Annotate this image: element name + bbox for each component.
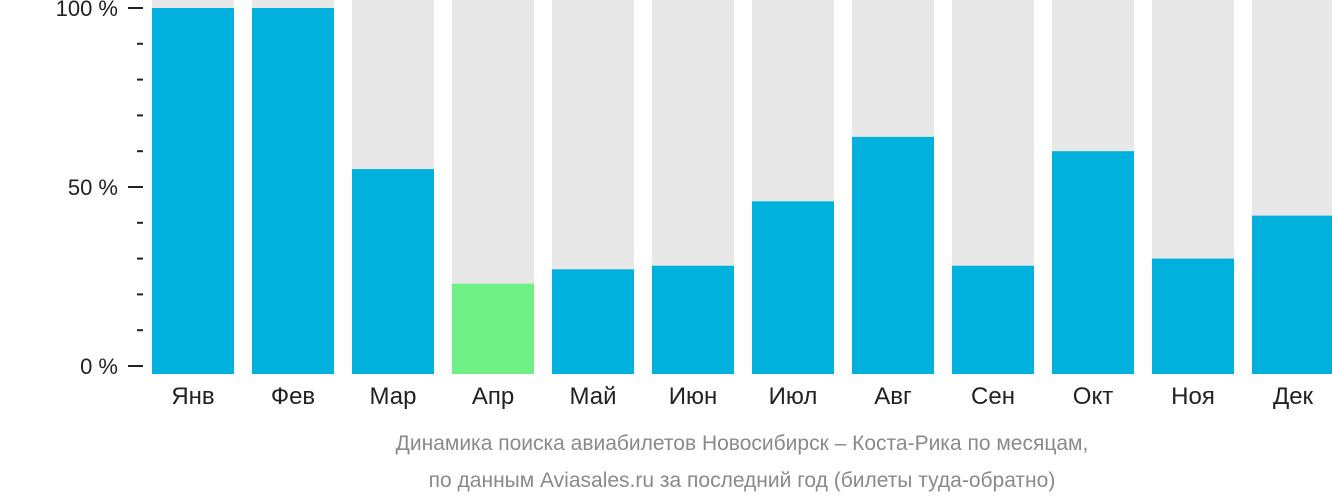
x-tick-label: Фев — [271, 383, 315, 410]
bar-3[interactable] — [352, 169, 434, 374]
x-tick-label: Янв — [171, 383, 214, 410]
x-tick-label: Ноя — [1171, 383, 1215, 410]
x-tick-label: Мар — [370, 383, 417, 410]
caption-line-2: по данным Aviasales.ru за последний год … — [429, 469, 1056, 492]
bar-12[interactable] — [1252, 215, 1332, 374]
y-tick-label: 100 % — [56, 0, 118, 21]
bar-10[interactable] — [1052, 151, 1134, 374]
bar-2[interactable] — [252, 8, 334, 374]
x-axis-labels: Янв Фев Мар Апр Май Июн Июл Авг Сен Окт Ноя Дек — [171, 383, 1313, 410]
bar-7[interactable] — [752, 201, 834, 374]
y-tick-label: 50 % — [68, 175, 118, 200]
bar-9[interactable] — [952, 265, 1034, 374]
x-tick-label: Июн — [669, 383, 718, 410]
x-tick-label: Окт — [1073, 383, 1113, 410]
caption-line-1: Динамика поиска авиабилетов Новосибирск … — [396, 432, 1089, 455]
bar-8[interactable] — [852, 136, 934, 374]
bar-6[interactable] — [652, 265, 734, 374]
x-tick-label: Авг — [874, 383, 912, 410]
chart-caption: Динамика поиска авиабилетов Новосибирск … — [396, 432, 1089, 492]
x-tick-label: Май — [569, 383, 616, 410]
bar-1[interactable] — [152, 8, 234, 374]
x-tick-label: Апр — [472, 383, 514, 410]
y-tick-label: 0 % — [80, 354, 118, 379]
bar-4[interactable] — [452, 283, 534, 374]
value-bars — [152, 8, 1332, 374]
y-axis: 100 % 50 % 0 % — [56, 0, 143, 379]
x-tick-label: Июл — [769, 383, 818, 410]
x-tick-label: Сен — [971, 383, 1015, 410]
bar-5[interactable] — [552, 269, 634, 374]
x-tick-label: Дек — [1273, 383, 1314, 410]
bar-11[interactable] — [1152, 258, 1234, 374]
